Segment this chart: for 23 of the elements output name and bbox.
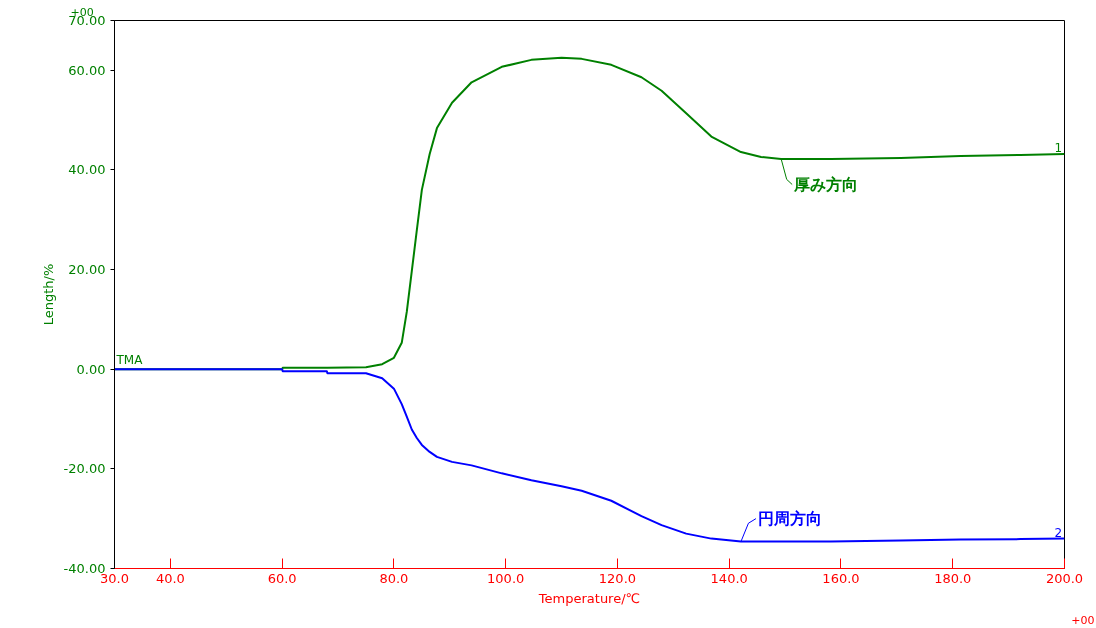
annotation: 2 — [1054, 525, 1063, 540]
y-tick-label: 0.00 — [76, 361, 106, 377]
y-tick-label: 60.00 — [68, 62, 106, 78]
x-axis-title: Temperature/℃ — [537, 590, 641, 606]
series-label: 厚み方向 — [793, 175, 859, 195]
x-tick-label: 80.0 — [379, 570, 409, 586]
x-tick-label: 40.0 — [155, 570, 185, 586]
annotation: 1 — [1054, 141, 1063, 156]
x-tick-label: 100.0 — [487, 570, 525, 586]
x-tick-label: 160.0 — [822, 570, 860, 586]
annotation: TMA — [115, 353, 144, 368]
x-tick-label: 140.0 — [710, 570, 748, 586]
x-tick-label: 200.0 — [1045, 570, 1084, 586]
y-tick-label: -20.00 — [63, 461, 106, 477]
line-series — [114, 368, 1065, 543]
text: +00 — [1071, 613, 1095, 627]
y-tick-label: 20.00 — [68, 262, 106, 278]
y-tick-label: 40.00 — [68, 162, 106, 178]
x-tick-label: 180.0 — [934, 570, 972, 586]
y-axis-title: Length/% — [40, 263, 56, 326]
x-tick-label: 60.0 — [267, 570, 297, 586]
series-label: 円周方向 — [757, 509, 822, 529]
x-tick-label: 120.0 — [598, 570, 637, 586]
